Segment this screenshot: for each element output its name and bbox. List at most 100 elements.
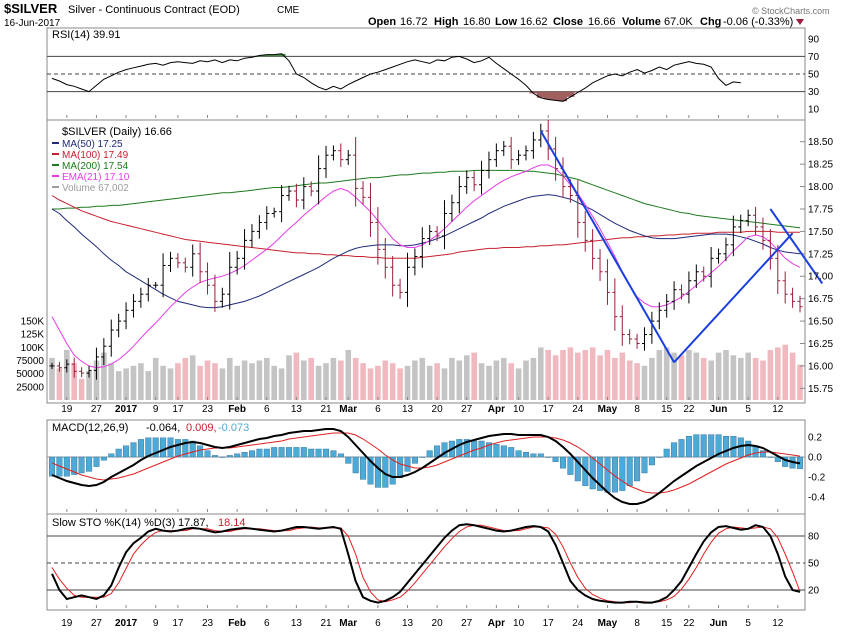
volume-bar xyxy=(671,352,677,400)
ohlc-bar xyxy=(427,224,433,246)
volume-bar xyxy=(604,350,611,400)
x-axis-label: 15 xyxy=(661,404,673,415)
volume-ytick: 50000 xyxy=(16,369,44,380)
volume-bar xyxy=(227,357,233,400)
volume-bar xyxy=(456,360,463,400)
volume-bar xyxy=(760,360,766,400)
x-axis-label: 6 xyxy=(264,618,270,629)
macd-histogram-bar xyxy=(86,456,93,472)
ohlc-bar xyxy=(745,209,751,227)
macd-histogram-bar xyxy=(500,445,507,458)
volume-bar xyxy=(464,355,470,400)
x-axis-label: 2017 xyxy=(115,404,138,415)
ohlc-bar xyxy=(456,176,462,214)
macd-ytick-tick: 0.2 xyxy=(808,433,822,444)
macd-histogram-bar xyxy=(271,447,278,458)
volume-bar xyxy=(508,363,514,400)
ohlc-bar xyxy=(249,224,255,248)
x-axis-label: 27 xyxy=(91,618,103,629)
volume-ytick: 25000 xyxy=(16,382,44,393)
rsi-ytick-tick: 10 xyxy=(808,105,820,116)
volume-bar xyxy=(715,352,722,400)
macd-histogram-bar xyxy=(626,456,633,486)
macd-histogram-bar xyxy=(374,456,381,488)
ohlc-bar xyxy=(760,217,766,250)
volume-bar xyxy=(419,357,426,400)
x-axis-label: 17 xyxy=(172,404,184,415)
x-axis-label: 23 xyxy=(202,404,214,415)
ohlc-bar xyxy=(79,367,85,378)
price-ytick-tick: 18.50 xyxy=(808,137,833,148)
macd-histogram-bar xyxy=(189,440,196,458)
volume-bar xyxy=(115,371,122,400)
volume-bar xyxy=(700,357,707,400)
volume-bar xyxy=(315,365,322,400)
price-title: $SILVER (Daily) 16.66 xyxy=(62,126,172,138)
volume-bar xyxy=(264,357,270,400)
sto-panel xyxy=(46,513,806,611)
x-axis-label: 24 xyxy=(572,404,584,415)
macd-histogram-bar xyxy=(411,456,418,464)
ohlc-bar xyxy=(382,238,388,279)
volume-bar xyxy=(78,378,85,400)
macd-histogram-bar xyxy=(685,436,692,458)
macd-histogram-bar xyxy=(648,456,655,466)
rsi-ytick-tick: 90 xyxy=(808,34,820,45)
sto-title: Slow STO %K(14) %D(3) xyxy=(52,517,175,529)
x-axis-label: 2017 xyxy=(115,618,138,629)
macd-histogram-bar xyxy=(708,434,715,458)
macd-histogram-bar xyxy=(693,434,700,458)
plot-layer: 90 70 50 30 10 150K 125K 100K 75000 50000 25000 18.… xyxy=(16,34,833,629)
volume-bar xyxy=(412,360,418,400)
ohlc-bar xyxy=(738,214,744,233)
ohlc-bar xyxy=(723,237,729,262)
price-ytick-tick: 17.00 xyxy=(808,272,833,283)
x-axis-label: 13 xyxy=(402,618,414,629)
ohlc-bar xyxy=(234,251,240,275)
ohlc-bar xyxy=(775,244,781,295)
macd-histogram-bar xyxy=(745,440,752,458)
macd-histogram-bar xyxy=(278,447,285,458)
macd-ytick-tick: -0.4 xyxy=(808,493,826,504)
volume-bar xyxy=(589,347,596,400)
ohlc-bar xyxy=(71,357,77,378)
volume-bar xyxy=(345,350,352,400)
volume-bar xyxy=(301,360,307,400)
ohlc-bar xyxy=(508,136,514,169)
x-axis-label: 27 xyxy=(461,404,473,415)
volume-bar xyxy=(619,352,626,400)
ohlc-bar xyxy=(553,136,559,181)
close-value: 16.66 xyxy=(588,16,616,28)
volume-bar xyxy=(530,357,537,400)
ohlc-bar xyxy=(138,287,144,308)
macd-histogram-bar xyxy=(108,453,115,458)
volume-bar xyxy=(160,365,166,400)
volume-bar xyxy=(515,368,522,400)
volume-bar xyxy=(752,357,759,400)
macd-histogram-bar xyxy=(345,456,352,464)
macd-histogram-bar xyxy=(160,437,167,458)
volume-bar xyxy=(56,368,63,400)
x-axis-label: 6 xyxy=(264,404,270,415)
macd-histogram-bar xyxy=(130,442,137,458)
macd-histogram-bar xyxy=(137,439,144,458)
ohlc-bar xyxy=(590,229,596,270)
macd-histogram-bar xyxy=(49,456,56,477)
volume-bar xyxy=(86,371,92,400)
macd-histogram-bar xyxy=(389,456,396,485)
ohlc-bar xyxy=(256,215,262,239)
macd-histogram-bar xyxy=(286,447,293,458)
macd-histogram-bar xyxy=(463,439,470,458)
volume-bar xyxy=(308,357,314,400)
macd-histogram-bar xyxy=(619,456,626,491)
price-ytick-tick: 18.00 xyxy=(808,182,833,193)
volume-bar xyxy=(219,368,226,400)
macd-histogram-bar xyxy=(560,456,567,469)
ohlc-bar xyxy=(264,206,270,230)
high-label: High xyxy=(434,16,459,28)
ohlc-bar xyxy=(397,278,403,299)
volume-bar xyxy=(471,352,477,400)
volume-bar xyxy=(360,363,366,400)
volume-bar xyxy=(249,363,255,400)
macd-histogram-bar xyxy=(663,448,670,458)
